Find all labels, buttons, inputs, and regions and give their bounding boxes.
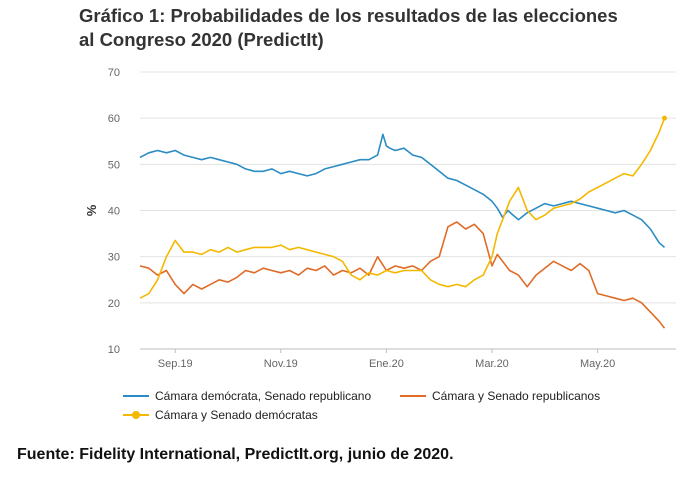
series-line-3	[139, 117, 666, 299]
legend-item-series-2: Cámara y Senado republicanos	[400, 389, 600, 403]
legend-swatch-series-1	[123, 390, 149, 402]
x-axis-ticks: Sep.19 Nov.19 Ene.20 Mar.20 May.20	[158, 349, 615, 370]
y-tick-label: 10	[108, 344, 120, 356]
y-tick-label: 30	[108, 252, 120, 264]
legend-label-series-2: Cámara y Senado republicanos	[432, 389, 601, 403]
series-line-1	[139, 133, 666, 249]
chart-title-line-2: al Congreso 2020 (PredictIt)	[79, 29, 324, 50]
chart-plot-area: 10 20 30 40 50 60 70 Sep.19 Nov.19 Ene.20 Mar.20 M…	[84, 67, 676, 370]
x-tick-label: Nov.19	[264, 358, 298, 370]
source-note: Fuente: Fidelity International, PredictI…	[17, 446, 454, 463]
x-tick-label: Mar.20	[475, 358, 509, 370]
y-tick-label: 70	[108, 67, 120, 79]
y-axis-ticks: 10 20 30 40 50 60 70	[108, 67, 120, 356]
legend-swatch-series-2	[400, 390, 426, 402]
series-point-3	[661, 115, 667, 121]
legend-item-series-3: Cámara y Senado demócratas	[123, 408, 318, 422]
legend-label-series-3: Cámara y Senado demócratas	[155, 408, 318, 422]
grid-lines	[140, 71, 676, 350]
y-tick-label: 50	[108, 159, 120, 171]
legend-swatch-series-3	[123, 409, 149, 421]
x-tick-label: Ene.20	[369, 358, 404, 370]
x-tick-label: May.20	[580, 358, 615, 370]
legend-label-series-1: Cámara demócrata, Senado republicano	[155, 389, 372, 403]
chart-title-line-1: Gráfico 1: Probabilidades de los resulta…	[79, 5, 618, 26]
y-tick-label: 60	[108, 113, 120, 125]
y-tick-label: 20	[108, 298, 120, 310]
x-tick-label: Sep.19	[158, 358, 193, 370]
legend-item-series-1: Cámara demócrata, Senado republicano	[123, 389, 371, 403]
chart-title: Gráfico 1: Probabilidades de los resulta…	[79, 4, 679, 52]
y-tick-label: 40	[108, 206, 120, 218]
y-axis-label: %	[84, 204, 99, 216]
series-line-2	[139, 221, 666, 329]
series-lines	[139, 115, 667, 329]
